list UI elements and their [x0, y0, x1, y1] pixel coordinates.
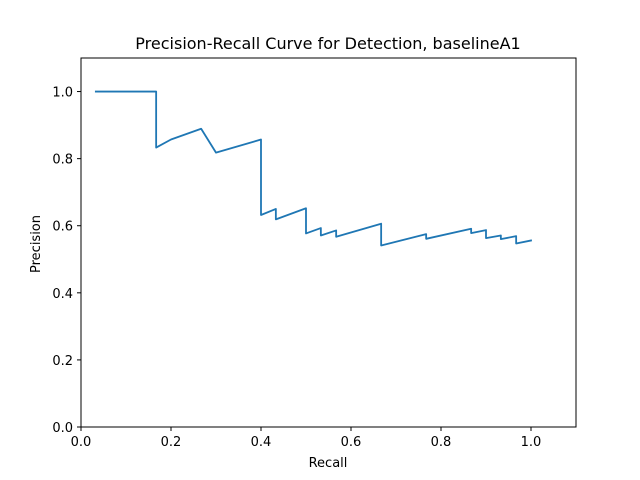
plot-frame — [80, 57, 577, 428]
x-axis-label: Recall — [309, 456, 348, 471]
x-tick-label: 0.4 — [251, 435, 272, 450]
x-tick-label: 0.2 — [161, 435, 182, 450]
y-tick-label: 0.0 — [52, 421, 73, 436]
x-tick-label: 1.0 — [521, 435, 542, 450]
x-tick-label: 0.0 — [71, 435, 92, 450]
series-line-0 — [94, 90, 533, 247]
plot-area: 0.0 0.2 0.4 0.6 0.8 1.0 0.0 0.2 0.4 0.6 0.8 1.0 — [52, 57, 577, 450]
y-tick-label: 0.4 — [52, 287, 73, 302]
x-tick-label: 0.8 — [431, 435, 452, 450]
x-tick-label: 0.6 — [341, 435, 362, 450]
y-axis-label: Precision — [29, 215, 44, 273]
y-tick-label: 1.0 — [52, 86, 73, 101]
y-tick-label: 0.8 — [52, 153, 73, 168]
y-tick-label: 0.6 — [52, 220, 73, 235]
y-tick-label: 0.2 — [52, 354, 73, 369]
chart-title: Precision-Recall Curve for Detection, ba… — [135, 34, 520, 53]
